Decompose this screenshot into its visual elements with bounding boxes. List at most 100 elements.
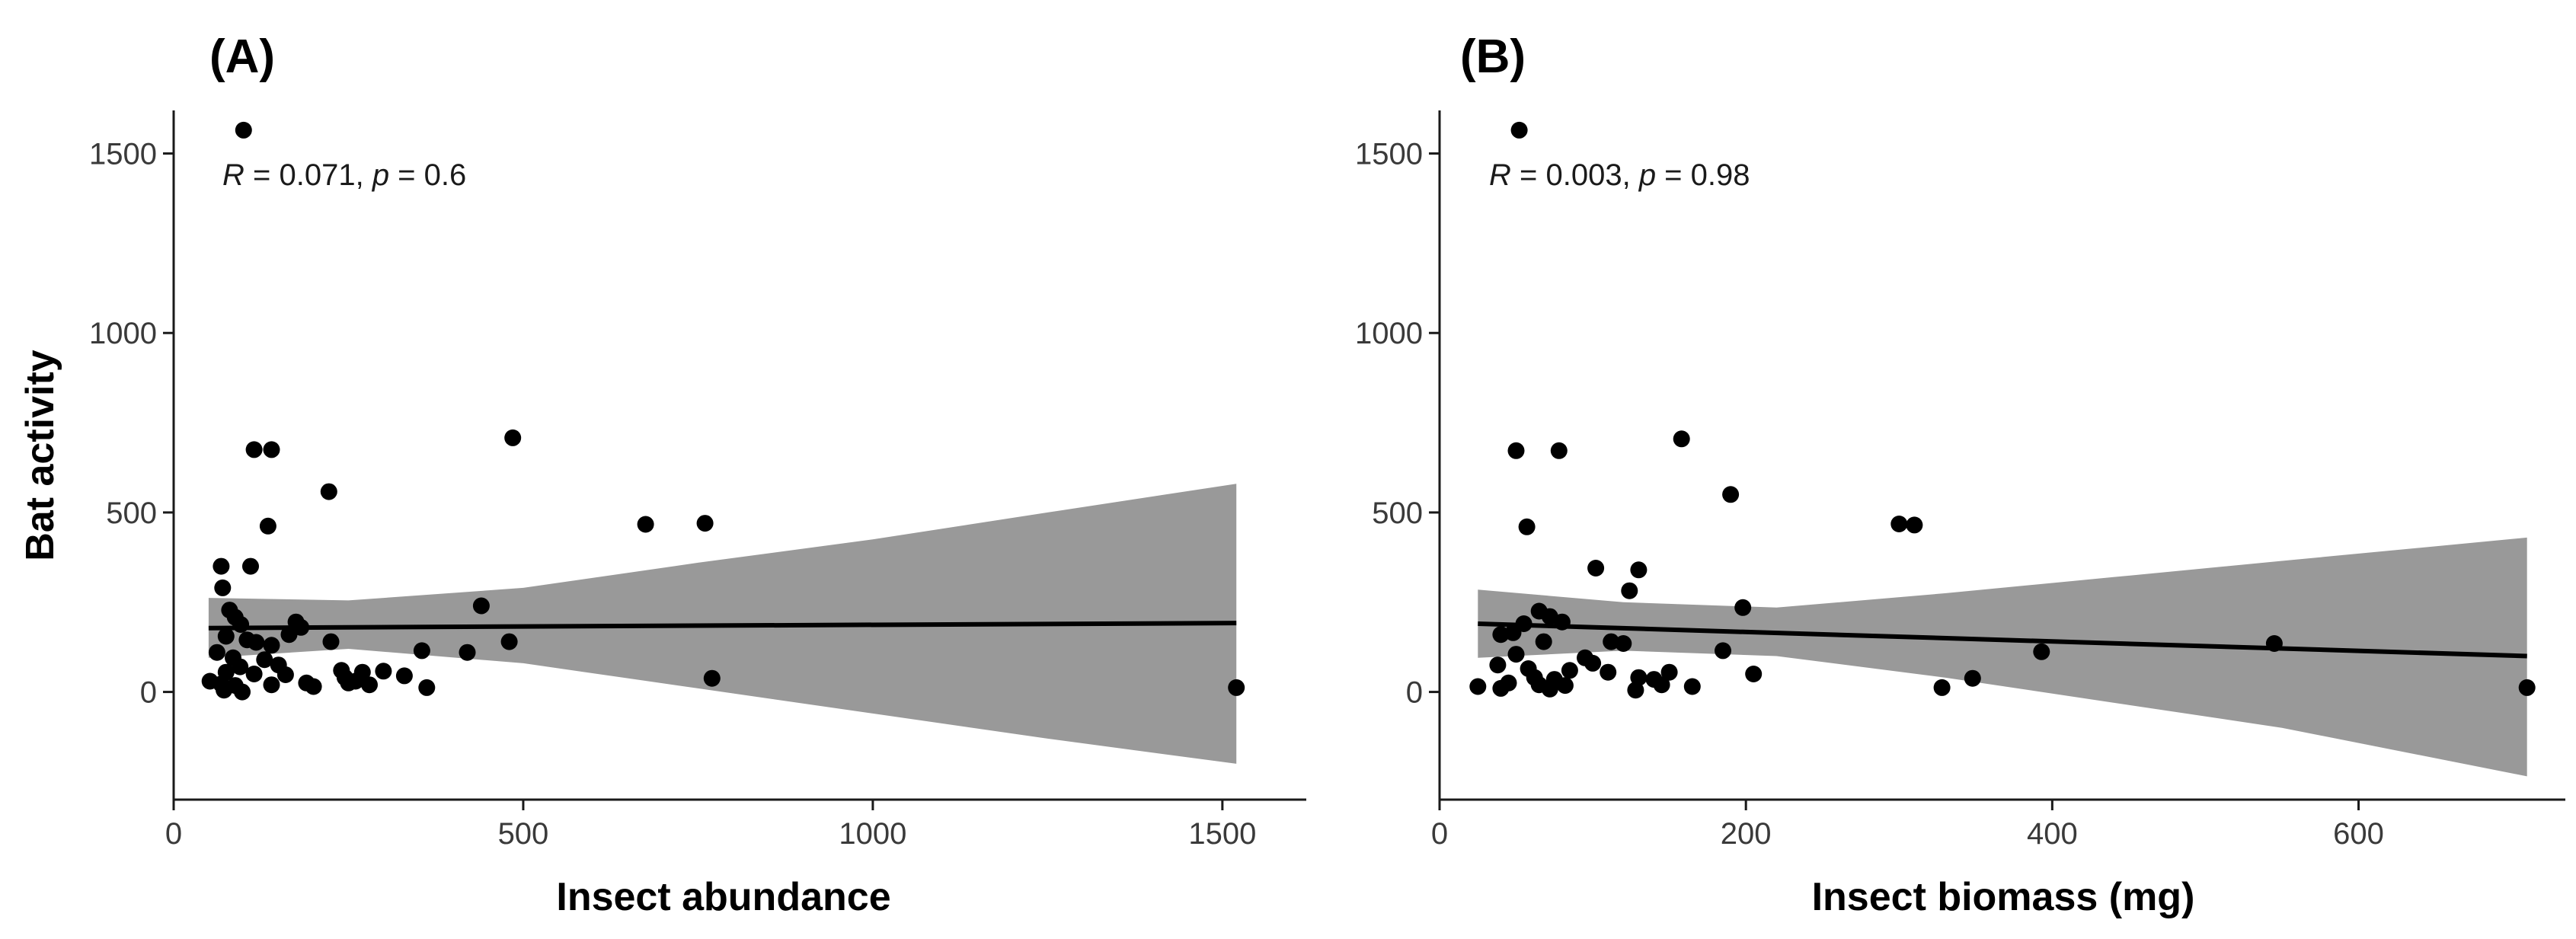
panel-a-data-point	[375, 663, 392, 680]
panel-a-data-point	[263, 676, 280, 694]
panel-a-data-point	[276, 666, 294, 683]
panel-b-data-point	[1715, 642, 1731, 660]
panel-b-data-point	[1600, 663, 1617, 681]
panel-a-x-tick-label: 0	[165, 817, 182, 851]
panel-b-data-point	[1507, 646, 1525, 663]
panel-b-confidence-band	[1478, 537, 2527, 777]
panel-b-label: (B)	[1460, 30, 1526, 83]
panel-a-data-point	[259, 517, 276, 535]
panel-a-y-tick-label: 1500	[89, 138, 157, 171]
panel-a-data-point	[418, 679, 436, 696]
panel-a-p-symbol: p	[372, 158, 389, 192]
panel-b-x-tick-label: 600	[2333, 817, 2384, 851]
panel-b-data-point	[1492, 679, 1510, 697]
panel-a-data-point	[234, 683, 251, 701]
panel-b-data-point	[1745, 666, 1763, 682]
panel-a-data-point	[500, 633, 518, 650]
panel-b-data-point	[1722, 486, 1740, 503]
panel-b-data-point	[1561, 662, 1578, 679]
panel-b-data-point	[1550, 442, 1568, 459]
panel-a-data-point	[361, 676, 378, 694]
panel-a-data-point	[245, 441, 263, 458]
panel-a-p-value: = 0.6	[389, 158, 466, 192]
panel-b-data-point	[1615, 635, 1632, 652]
panel-b-data-point	[1627, 682, 1644, 699]
panel-a-data-point	[217, 628, 235, 645]
panel-a-data-point	[245, 666, 263, 682]
panel-a-data-point	[263, 441, 280, 458]
panel-b-data-point	[1630, 561, 1648, 579]
panel-a-y-tick-label: 0	[140, 676, 157, 710]
panel-b-data-point	[1603, 633, 1620, 650]
panel-b-data-point	[1510, 121, 1528, 139]
panel-a-data-point	[256, 651, 273, 669]
panel-a-data-point	[347, 672, 364, 690]
panel-b: (B) 0 200 400 600 0 500 1000 1500 R = 0.003, p …	[1355, 30, 2565, 919]
panel-b-data-point	[1587, 560, 1605, 576]
panel-a-data-point	[214, 579, 232, 596]
panel-b-r-symbol: R	[1489, 158, 1511, 192]
panel-a-data-point	[696, 515, 714, 532]
panel-a-data-point	[322, 633, 340, 650]
panel-a-data-point	[213, 557, 230, 575]
panel-b-data-point	[1492, 626, 1510, 644]
panel-b-data-point	[1518, 518, 1536, 535]
panel-b-p-symbol: p	[1638, 158, 1656, 192]
panel-b-data-point	[1584, 654, 1602, 672]
panel-a-data-point	[263, 637, 280, 654]
panel-a-data-point	[235, 121, 252, 139]
panel-b-correlation-annotation: R = 0.003, p = 0.98	[1489, 158, 1750, 192]
panel-b-y-tick-label: 0	[1406, 676, 1423, 710]
panel-b-data-point	[1507, 442, 1525, 459]
panel-a-data-point	[320, 483, 337, 500]
panel-a-data-point	[504, 429, 522, 446]
panel-b-data-point	[1489, 656, 1507, 674]
panel-a-data-point	[248, 634, 265, 651]
panel-b-x-tick-label: 400	[2027, 817, 2078, 851]
panel-a-data-point	[305, 678, 322, 695]
panel-b-x-tick-label: 0	[1431, 817, 1448, 851]
panel-b-data-point	[2265, 635, 2283, 652]
panel-b-data-point	[1734, 599, 1752, 616]
panel-b-data-point	[1933, 679, 1951, 696]
panel-a-r-symbol: R	[222, 158, 244, 192]
panel-b-data-point	[1964, 669, 1981, 687]
panel-a-y-axis-title: Bat activity	[18, 350, 62, 561]
panel-a-data-point	[413, 642, 430, 660]
panel-b-data-point	[1541, 680, 1558, 698]
panel-a-data-point	[216, 682, 233, 699]
panel-b-r-value: = 0.003,	[1511, 158, 1639, 192]
panel-a-data-point	[232, 658, 249, 676]
panel-a-data-point	[459, 644, 476, 661]
panel-b-y-tick-label: 500	[1372, 497, 1423, 530]
panel-a-data-point	[395, 667, 413, 685]
panel-a-data-point	[232, 616, 250, 633]
panel-b-y-tick-label: 1000	[1355, 317, 1423, 350]
panel-b-data-point	[2518, 679, 2536, 696]
panel-a-y-tick-label: 500	[106, 497, 157, 530]
panel-a-data-point	[208, 644, 225, 661]
panel-b-data-point	[1683, 678, 1701, 695]
panel-b-regression-line	[1478, 621, 2527, 659]
panel-a-data-point	[280, 626, 298, 644]
panel-a-regression-line	[208, 621, 1237, 631]
panel-b-data-point	[1535, 633, 1552, 650]
panel-b-data-point	[1515, 615, 1532, 632]
panel-a-data-point	[242, 557, 259, 575]
panel-b-data-point	[1553, 613, 1571, 631]
panel-a-data-point	[637, 516, 654, 533]
panel-a-data-point	[1228, 679, 1245, 696]
panel-a-label: (A)	[209, 30, 275, 83]
panel-a-x-tick-label: 1000	[839, 817, 906, 851]
panel-a-r-value: = 0.071,	[244, 158, 372, 192]
panel-b-data-point	[1660, 663, 1678, 681]
panel-b-x-tick-label: 200	[1721, 817, 1772, 851]
panel-b-y-tick-label: 1500	[1355, 138, 1423, 171]
panel-a-correlation-annotation: R = 0.071, p = 0.6	[222, 158, 466, 192]
panel-b-data-point	[1556, 677, 1574, 695]
panel-b-data-point	[1630, 669, 1648, 686]
panel-b-p-value: = 0.98	[1656, 158, 1750, 192]
panel-b-data-point	[1653, 676, 1670, 694]
panel-a-x-axis-title: Insect abundance	[556, 875, 890, 919]
